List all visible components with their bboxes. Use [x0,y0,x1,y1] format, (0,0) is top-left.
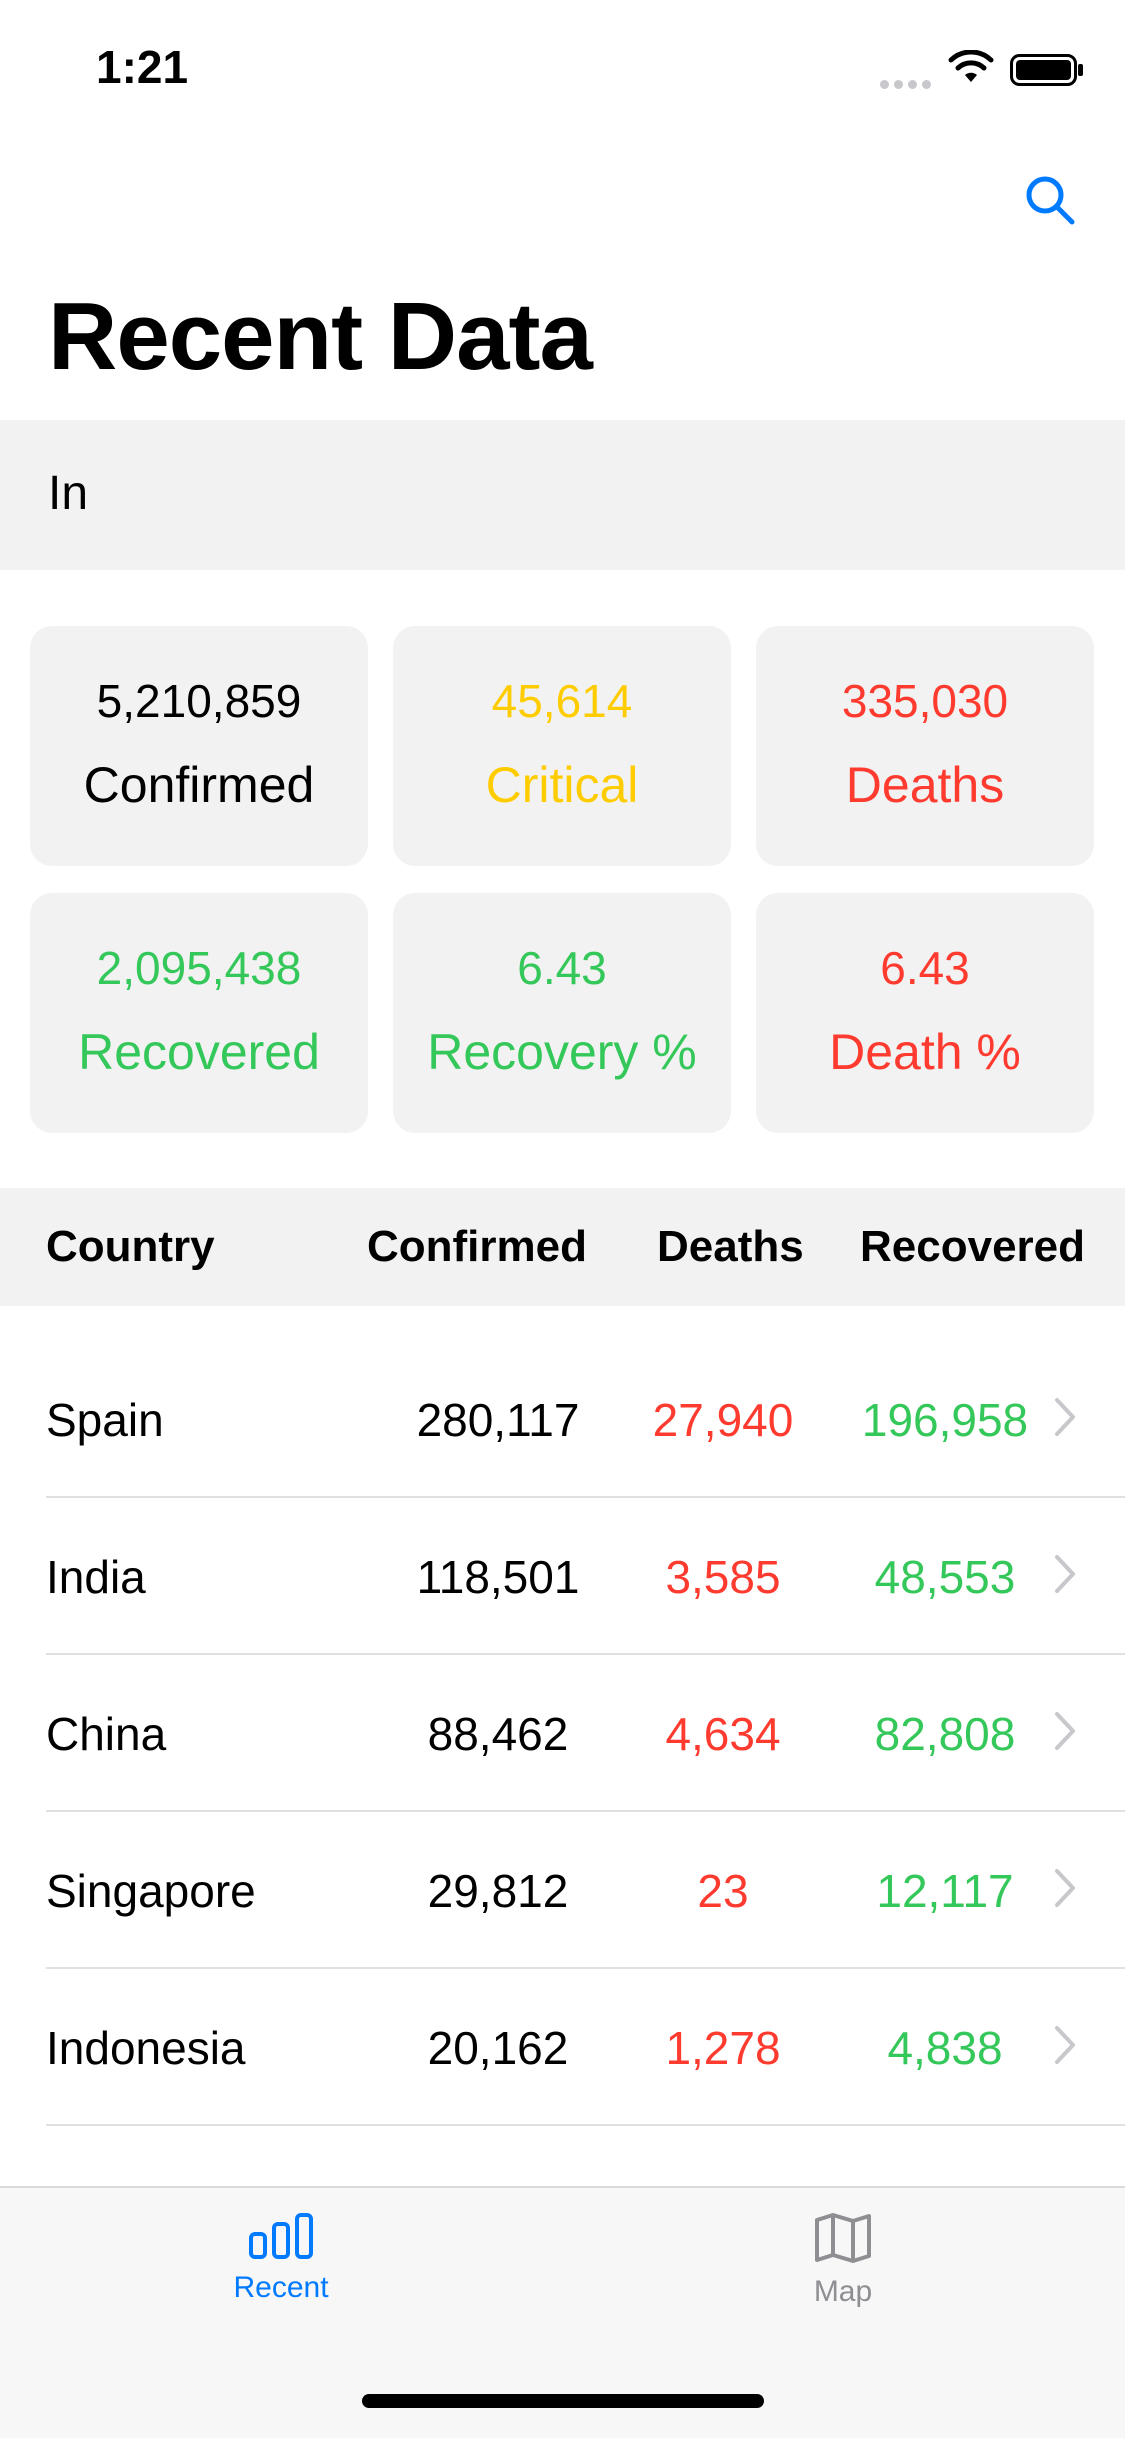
chevron-right-icon [1055,2026,1075,2064]
stat-value: 6.43 [517,942,607,994]
search-icon[interactable] [1022,172,1078,228]
stat-value: 335,030 [841,675,1009,727]
row-divider [46,2124,1125,2126]
chevron-right-icon [1055,1712,1075,1750]
page-title: Recent Data [48,283,593,390]
wifi-icon [948,50,994,82]
stat-label: Confirmed [83,757,315,813]
stat-card-deaths: 335,030 Deaths [756,626,1094,866]
stat-label: Deaths [845,757,1005,813]
table-row[interactable]: Singapore 29,812 23 12,117 [0,1812,1125,1969]
map-icon [815,2213,871,2263]
stat-card-recovery-rate: 6.43 Recovery % [393,893,731,1133]
tab-recent[interactable]: Recent [181,2212,381,2305]
chevron-right-icon [1055,1555,1075,1593]
country-cell: Singapore [46,1865,256,1917]
stat-card-death-rate: 6.43 Death % [756,893,1094,1133]
row-divider [46,1496,1125,1498]
stat-label: Critical [485,757,639,813]
bar-chart-icon [249,2213,313,2259]
deaths-cell: 3,585 [665,1551,781,1603]
table-row[interactable]: India 118,501 3,585 48,553 [0,1498,1125,1655]
deaths-cell: 1,278 [665,2022,781,2074]
recovered-cell: 4,838 [887,2022,1003,2074]
recovered-cell: 48,553 [874,1551,1016,1603]
tab-map[interactable]: Map [743,2212,943,2309]
column-header-deaths: Deaths [657,1222,804,1271]
tab-label: Map [813,2275,873,2308]
column-header-confirmed: Confirmed [367,1222,587,1271]
stat-card-critical: 45,614 Critical [393,626,731,866]
confirmed-cell: 280,117 [416,1394,580,1446]
stat-value: 2,095,438 [96,942,302,994]
confirmed-cell: 118,501 [416,1551,580,1603]
recovered-cell: 82,808 [874,1708,1016,1760]
stat-label: Death % [829,1024,1021,1080]
table-row[interactable]: China 88,462 4,634 82,808 [0,1655,1125,1812]
chevron-right-icon [1055,1398,1075,1436]
recovered-cell: 12,117 [876,1865,1014,1917]
recovered-cell: 196,958 [861,1394,1029,1446]
search-input-value[interactable]: In [48,467,89,520]
deaths-cell: 23 [697,1865,749,1917]
cellular-signal-icon [880,76,936,94]
row-divider [46,1810,1125,1812]
stat-value: 45,614 [491,675,633,727]
battery-icon [1010,54,1083,86]
row-divider [46,1967,1125,1969]
tab-label: Recent [233,2271,329,2304]
status-bar: 1:21 [0,0,1125,140]
chevron-right-icon [1055,1869,1075,1907]
stat-label: Recovery % [427,1024,697,1080]
stat-card-confirmed: 5,210,859 Confirmed [30,626,368,866]
country-cell: Spain [46,1394,164,1446]
row-divider [46,1653,1125,1655]
column-header-country: Country [46,1222,215,1271]
stat-card-recovered: 2,095,438 Recovered [30,893,368,1133]
search-input[interactable] [0,420,1125,570]
home-indicator[interactable] [362,2394,764,2408]
table-header [0,1188,1125,1306]
confirmed-cell: 20,162 [427,2022,569,2074]
deaths-cell: 27,940 [652,1394,794,1446]
table-row[interactable]: Indonesia 20,162 1,278 4,838 [0,1969,1125,2126]
country-cell: India [46,1551,146,1603]
country-cell: China [46,1708,167,1760]
table-row[interactable]: Spain 280,117 27,940 196,958 [0,1341,1125,1498]
stat-value: 5,210,859 [96,675,302,727]
status-time: 1:21 [96,41,189,93]
column-header-recovered: Recovered [860,1222,1086,1271]
deaths-cell: 4,634 [665,1708,781,1760]
stat-label: Recovered [78,1024,320,1080]
stat-value: 6.43 [880,942,970,994]
confirmed-cell: 88,462 [427,1708,569,1760]
country-cell: Indonesia [46,2022,246,2074]
confirmed-cell: 29,812 [427,1865,569,1917]
